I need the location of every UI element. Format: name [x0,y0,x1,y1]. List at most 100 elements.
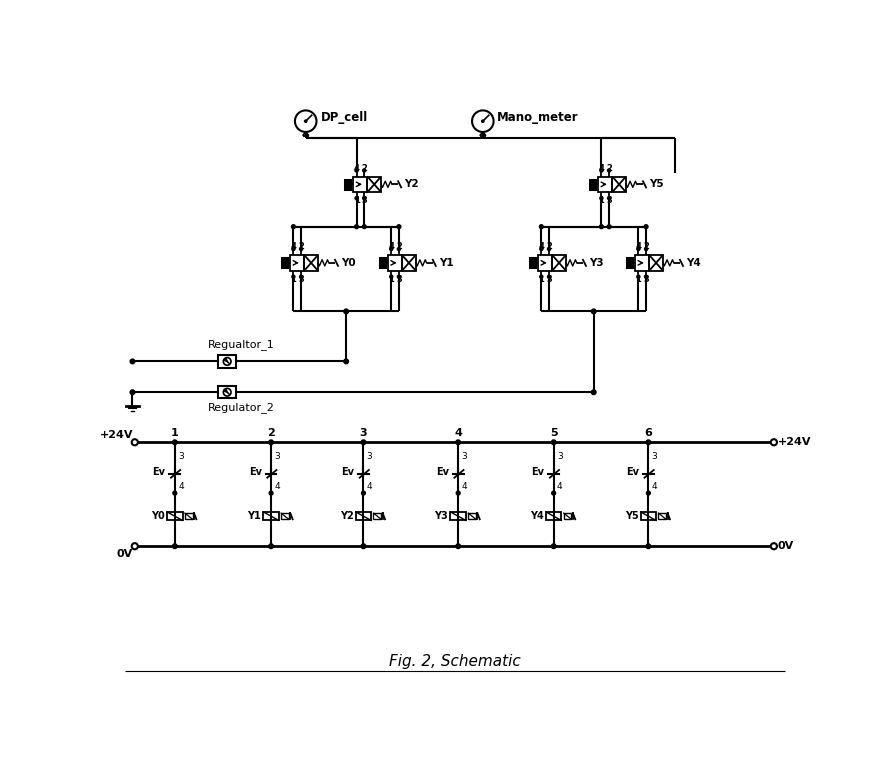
Circle shape [269,544,274,548]
Bar [356,512,371,520]
Bar [388,255,402,270]
Circle shape [355,169,358,172]
Text: 1: 1 [538,274,544,283]
Text: 4: 4 [599,164,605,172]
Text: 3: 3 [361,196,367,205]
Circle shape [637,247,640,250]
Circle shape [548,247,551,250]
Text: +24V: +24V [99,430,133,440]
Text: Y3: Y3 [434,511,448,521]
Text: 3: 3 [178,452,184,460]
Circle shape [344,309,348,314]
Text: 2: 2 [607,164,612,172]
Bar [218,386,236,398]
Circle shape [646,544,651,548]
Circle shape [539,224,543,228]
Text: 3: 3 [298,274,304,283]
Circle shape [292,247,295,250]
Text: 1: 1 [388,274,394,283]
Circle shape [607,224,611,228]
Text: 3: 3 [557,452,563,460]
Text: 1: 1 [290,274,297,283]
Circle shape [397,224,400,228]
Bar [368,177,381,192]
Text: 1: 1 [171,428,178,438]
Text: 2: 2 [396,242,402,251]
Text: Y2: Y2 [404,179,419,189]
Circle shape [644,224,648,228]
Text: Y0: Y0 [151,511,165,521]
Text: 6: 6 [645,428,653,438]
Text: Y1: Y1 [439,258,454,268]
Bar [450,512,466,520]
Text: Y0: Y0 [341,258,356,268]
Bar [640,512,656,520]
Circle shape [645,275,647,278]
Text: Mano_meter: Mano_meter [496,111,578,124]
Bar [264,512,279,520]
Text: 3: 3 [546,274,552,283]
Text: Y1: Y1 [248,511,261,521]
Circle shape [291,224,296,228]
Text: 0V: 0V [117,549,133,559]
Text: 3: 3 [652,452,657,460]
Circle shape [540,247,543,250]
Text: 2: 2 [546,242,552,251]
Circle shape [131,390,135,394]
Bar [649,255,663,270]
Bar [468,513,476,519]
Bar [538,255,552,270]
Bar [546,512,561,520]
Text: 4: 4 [367,483,372,492]
Circle shape [131,359,135,364]
Text: Y5: Y5 [624,511,638,521]
Text: 3: 3 [367,452,372,460]
Circle shape [361,491,365,495]
Bar [402,255,416,270]
Circle shape [131,439,138,445]
Circle shape [551,544,556,548]
Circle shape [551,491,556,495]
Text: 5: 5 [550,428,558,438]
Text: Ev: Ev [436,466,449,476]
Bar [290,255,305,270]
Text: 0V: 0V [778,542,794,552]
Text: 3: 3 [274,452,280,460]
Circle shape [591,309,596,314]
Circle shape [607,169,611,172]
Bar [218,355,236,368]
Circle shape [299,247,303,250]
Bar [658,513,666,519]
Text: Fig. 2, Schematic: Fig. 2, Schematic [389,654,521,669]
Circle shape [390,275,392,278]
Text: 2: 2 [267,428,275,438]
Text: 4: 4 [274,483,280,492]
Text: Y4: Y4 [530,511,543,521]
Circle shape [361,544,366,548]
Bar [353,177,368,192]
Circle shape [540,275,543,278]
Text: Ev: Ev [531,466,544,476]
Circle shape [295,110,316,132]
Text: Y2: Y2 [340,511,353,521]
Circle shape [600,197,603,200]
Circle shape [355,197,358,200]
Text: 1: 1 [636,274,641,283]
Circle shape [269,491,273,495]
Text: 3: 3 [643,274,649,283]
Text: 1: 1 [353,196,360,205]
Circle shape [362,169,366,172]
Text: Regulator_2: Regulator_2 [208,402,274,413]
Text: Ev: Ev [341,466,354,476]
Text: 4: 4 [462,483,467,492]
Circle shape [645,247,647,250]
Circle shape [361,440,366,444]
Circle shape [397,275,400,278]
Circle shape [223,388,231,396]
Text: 4: 4 [652,483,657,492]
Circle shape [299,275,303,278]
Text: Y3: Y3 [589,258,604,268]
Text: 1: 1 [599,196,605,205]
Bar [185,513,193,519]
Text: 3: 3 [607,196,612,205]
